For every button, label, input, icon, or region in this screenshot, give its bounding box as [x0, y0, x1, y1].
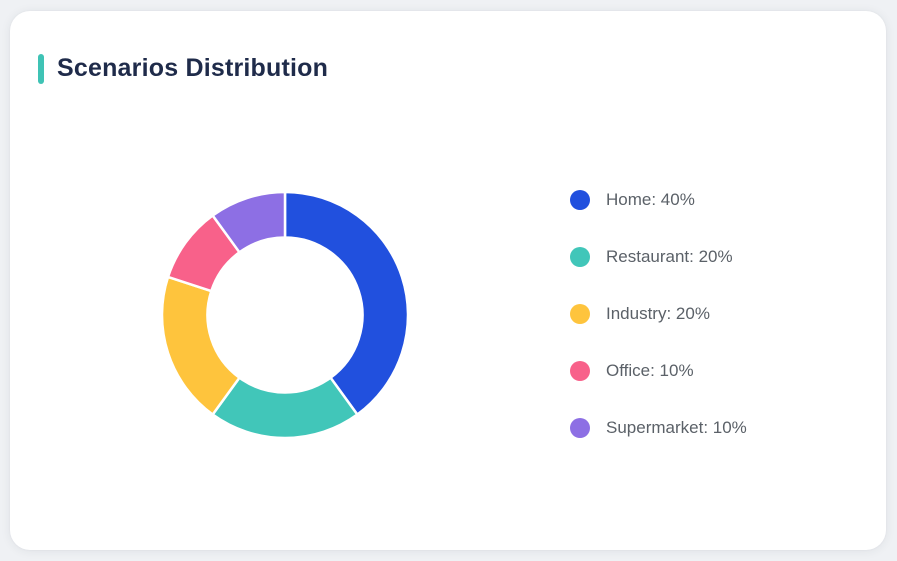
donut-slice-industry[interactable] — [160, 275, 241, 416]
donut-slice-home[interactable] — [283, 190, 410, 416]
card-header: Scenarios Distribution — [38, 53, 328, 84]
scenarios-distribution-card: Scenarios Distribution Home: 40% Restaura… — [10, 11, 886, 550]
donut-chart — [160, 190, 410, 440]
legend-label-office: Office: 10% — [606, 361, 694, 380]
legend-dot-restaurant — [570, 247, 590, 267]
legend-item-restaurant[interactable]: Restaurant: 20% — [570, 247, 747, 267]
legend-label-supermarket: Supermarket: 10% — [606, 418, 747, 437]
card-title: Scenarios Distribution — [57, 54, 329, 82]
legend-label-restaurant: Restaurant: 20% — [606, 247, 733, 266]
legend-dot-office — [570, 361, 590, 381]
legend-dot-home — [570, 190, 590, 210]
legend-dot-supermarket — [570, 418, 590, 438]
legend-label-home: Home: 40% — [606, 190, 695, 209]
chart-legend: Home: 40% Restaurant: 20% Industry: 20% Off… — [570, 190, 747, 438]
legend-item-supermarket[interactable]: Supermarket: 10% — [570, 418, 747, 438]
title-accent-bar — [38, 53, 44, 84]
chart-area: Home: 40% Restaurant: 20% Industry: 20% Off… — [10, 11, 886, 550]
legend-item-home[interactable]: Home: 40% — [570, 190, 747, 210]
donut-slice-supermarket[interactable] — [211, 190, 287, 254]
legend-dot-industry — [570, 304, 590, 324]
legend-item-industry[interactable]: Industry: 20% — [570, 304, 747, 324]
legend-item-office[interactable]: Office: 10% — [570, 361, 747, 381]
legend-label-industry: Industry: 20% — [606, 304, 710, 323]
